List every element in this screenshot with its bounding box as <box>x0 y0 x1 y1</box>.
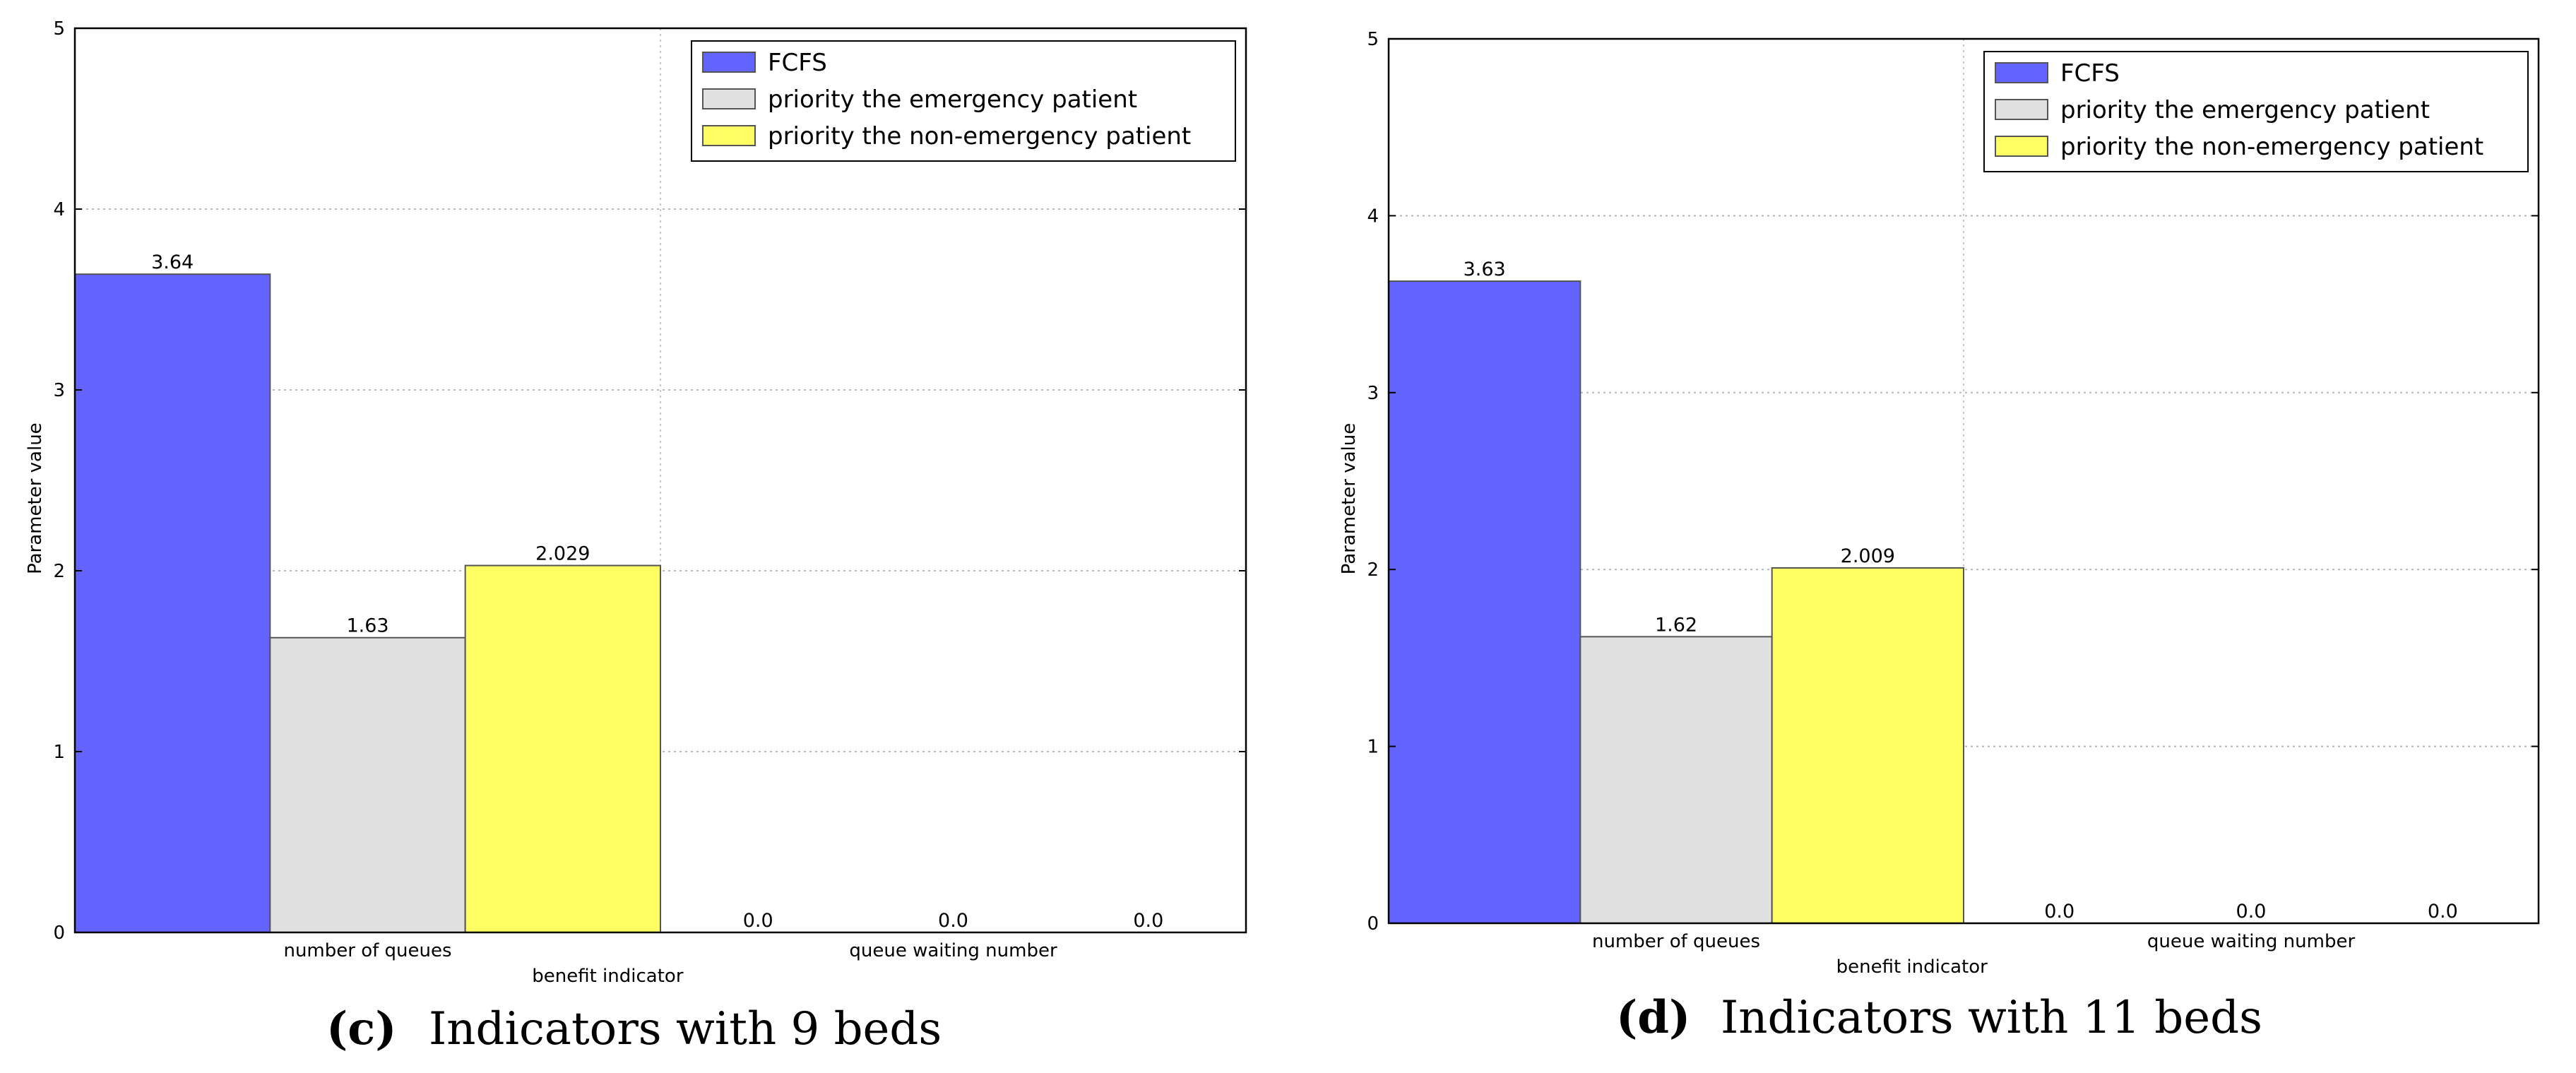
legend-label: FCFS <box>768 49 827 77</box>
data-label: 0.0 <box>1133 910 1163 932</box>
legend-label: priority the non-emergency patient <box>768 122 1191 150</box>
data-label: 0.0 <box>938 910 968 932</box>
y-tick-label: 1 <box>53 742 65 763</box>
legend-swatch <box>702 125 756 146</box>
bar <box>464 564 662 933</box>
y-axis-label: Parameter value <box>1339 423 1360 575</box>
data-label: 1.62 <box>1655 614 1697 636</box>
bar <box>1388 280 1581 925</box>
legend-label: priority the emergency patient <box>768 85 1137 114</box>
legend-swatch <box>1995 136 2048 157</box>
y-tick-label: 3 <box>1367 383 1379 404</box>
legend-box <box>691 40 1236 162</box>
data-label: 3.63 <box>1464 259 1506 280</box>
caption-tag: (d) <box>1616 991 1690 1044</box>
bar <box>74 273 271 934</box>
y-tick-label: 5 <box>1367 29 1379 50</box>
y-tick-label: 2 <box>1367 559 1379 581</box>
x-tick-label: number of queues <box>283 940 451 961</box>
x-tick-label: queue waiting number <box>849 940 1057 961</box>
bar <box>1579 636 1773 924</box>
plot-frame <box>1387 37 2540 925</box>
x-axis-label: benefit indicator <box>1836 956 1988 978</box>
data-label: 3.64 <box>151 251 194 273</box>
legend-swatch <box>1995 62 2048 83</box>
y-axis-label: Parameter value <box>25 422 46 574</box>
y-tick-label: 5 <box>53 18 65 40</box>
plot-frame <box>73 27 1247 934</box>
bar <box>1771 567 1965 924</box>
caption-text: Indicators with 9 beds <box>429 1003 942 1055</box>
y-tick-label: 2 <box>53 561 65 582</box>
data-label: 0.0 <box>2044 901 2075 923</box>
caption-tag: (c) <box>326 1002 397 1055</box>
y-tick-label: 3 <box>53 380 65 401</box>
chart-panel-d: 3.63 1.62 2.009 0.0 0.0 0.0 0 1 2 3 4 5 number of qu… <box>1339 29 2540 1044</box>
x-tick-label: number of queues <box>1592 931 1760 952</box>
x-tick-label: queue waiting number <box>2147 931 2356 952</box>
bar <box>269 636 466 933</box>
legend-swatch <box>702 88 756 109</box>
x-axis-label: benefit indicator <box>532 966 684 987</box>
y-tick-label: 4 <box>53 199 65 220</box>
y-tick-label: 0 <box>53 923 65 944</box>
y-tick-label: 0 <box>1367 913 1379 935</box>
data-label: 2.029 <box>535 543 590 565</box>
y-tick-label: 4 <box>1367 206 1379 227</box>
data-label: 2.009 <box>1841 545 1895 567</box>
legend-label: FCFS <box>2060 59 2120 88</box>
legend-label: priority the emergency patient <box>2060 96 2430 124</box>
chart-panel-c: 3.64 1.63 2.029 0.0 0.0 0.0 0 1 2 3 4 5 number of qu… <box>25 18 1247 1055</box>
data-label: 0.0 <box>2428 901 2458 923</box>
caption-text: Indicators with 11 beds <box>1721 992 2262 1044</box>
y-tick-label: 1 <box>1367 737 1379 758</box>
legend-label: priority the non-emergency patient <box>2060 133 2483 161</box>
data-label: 0.0 <box>743 910 773 932</box>
legend-swatch <box>1995 99 2048 120</box>
legend-swatch <box>702 52 756 73</box>
legend-box <box>1983 51 2529 172</box>
data-label: 0.0 <box>2236 901 2267 923</box>
data-label: 1.63 <box>346 615 388 637</box>
